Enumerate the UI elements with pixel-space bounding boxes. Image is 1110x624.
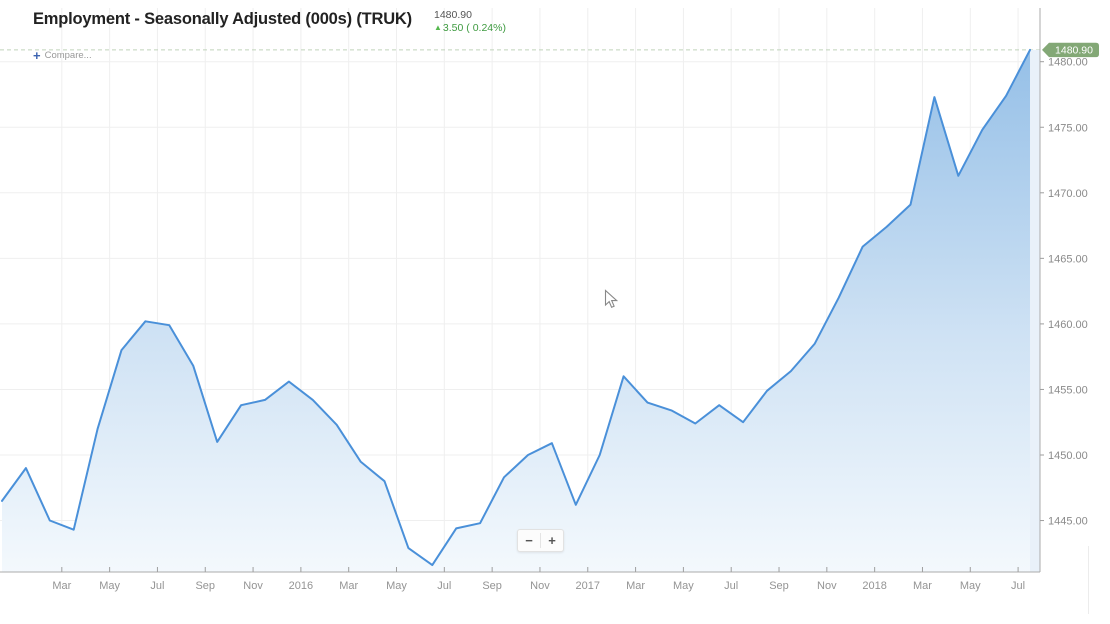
x-tick-label: Jul — [1011, 580, 1025, 592]
y-tick-label: 1475.00 — [1048, 122, 1088, 134]
x-tick-label: May — [99, 580, 120, 592]
x-tick-label: Nov — [530, 580, 550, 592]
y-tick-label: 1480.00 — [1048, 57, 1088, 69]
plus-icon: + — [33, 47, 41, 63]
x-tick-label: Sep — [482, 580, 502, 592]
x-tick-label: Mar — [339, 580, 358, 592]
mouse-cursor-icon — [604, 289, 619, 309]
x-tick-label: Jul — [724, 580, 738, 592]
compare-button[interactable]: + Compare... — [33, 47, 92, 63]
change-amount: 3.50 — [442, 22, 464, 34]
x-tick-label: Mar — [913, 580, 932, 592]
compare-label: Compare... — [44, 50, 92, 61]
chart-title: Employment - Seasonally Adjusted (000s) … — [33, 10, 412, 28]
x-tick-label: Mar — [52, 580, 71, 592]
x-tick-label: Nov — [243, 580, 263, 592]
y-tick-label: 1445.00 — [1048, 516, 1088, 528]
current-value-badge-label: 1480.90 — [1055, 45, 1093, 57]
area-fill — [2, 49, 1030, 572]
x-tick-label: Jul — [150, 580, 164, 592]
x-tick-label: May — [386, 580, 407, 592]
current-value-badge — [1042, 42, 1099, 58]
y-tick-label: 1455.00 — [1048, 384, 1088, 396]
zoom-divider — [540, 533, 541, 548]
x-tick-label: 2017 — [576, 580, 600, 592]
x-tick-label: 2018 — [862, 580, 886, 592]
y-tick-label: 1465.00 — [1048, 253, 1088, 265]
employment-line — [1, 48, 1031, 567]
x-tick-label: Jul — [437, 580, 451, 592]
x-tick-label: May — [673, 580, 694, 592]
x-tick-label: May — [960, 580, 981, 592]
last-value: 1480.90 — [434, 9, 472, 21]
y-tick-label: 1450.00 — [1048, 450, 1088, 462]
zoom-in-button[interactable]: + — [541, 530, 563, 551]
y-tick-label: 1470.00 — [1048, 188, 1088, 200]
chart-zoom-controls: − + — [517, 529, 564, 552]
page-divider — [1088, 546, 1089, 614]
quote-block: 1480.90 ▲3.50 ( 0.24%) — [434, 10, 506, 34]
y-tick-label: 1460.00 — [1048, 319, 1088, 331]
up-arrow-icon: ▲ — [434, 23, 442, 32]
x-tick-label: Mar — [626, 580, 645, 592]
x-tick-label: Sep — [769, 580, 789, 592]
change-percent: ( 0.24%) — [466, 22, 506, 34]
change-value: ▲3.50 ( 0.24%) — [434, 22, 506, 34]
zoom-out-button[interactable]: − — [518, 530, 540, 551]
last-period-column — [1030, 49, 1040, 572]
x-tick-label: Nov — [817, 580, 837, 592]
x-tick-label: Sep — [195, 580, 215, 592]
x-tick-label: 2016 — [289, 580, 313, 592]
